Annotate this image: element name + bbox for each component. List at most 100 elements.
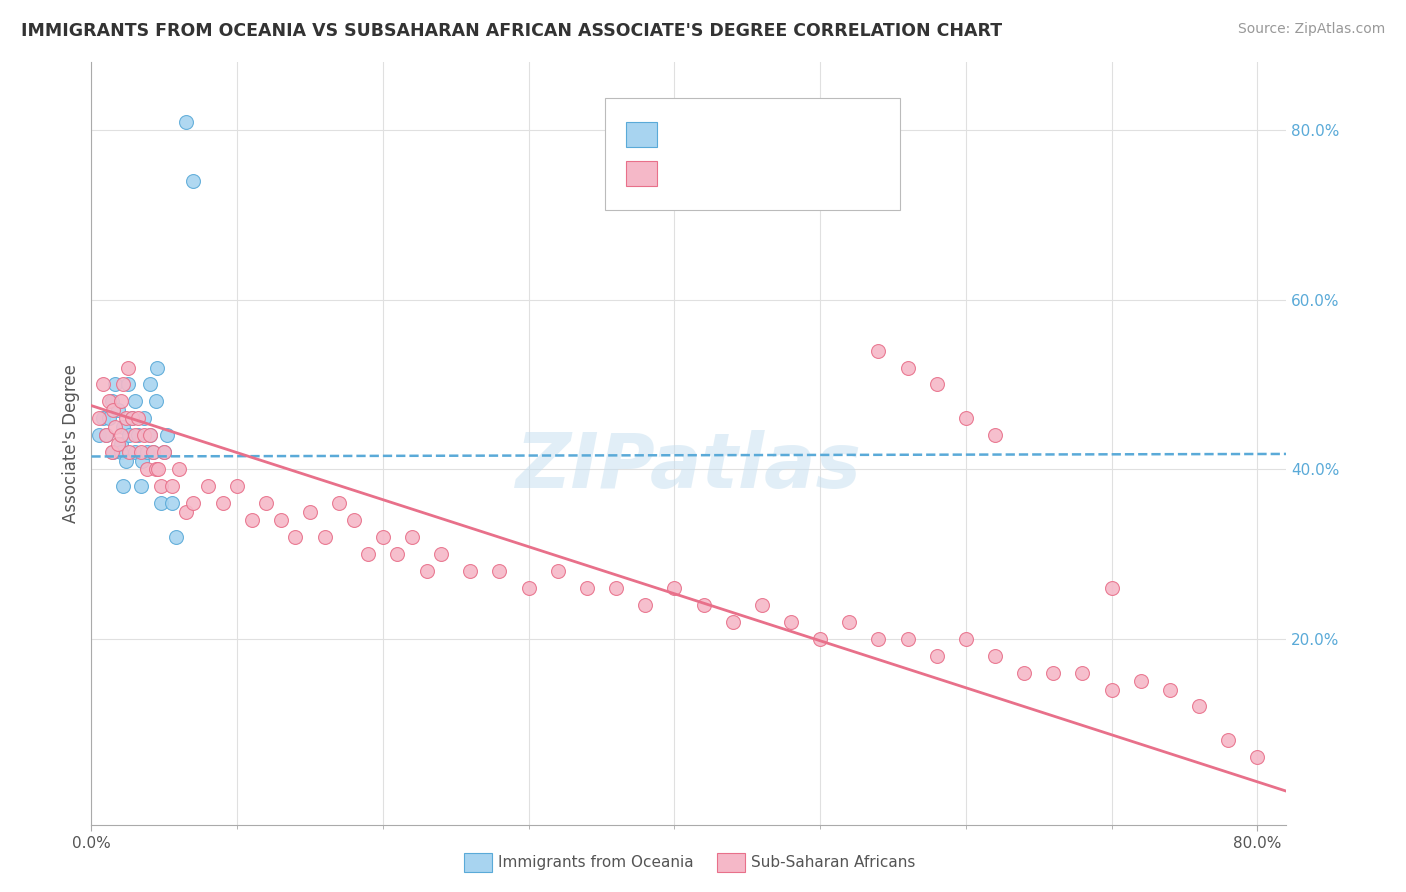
Point	[1042, 665, 1064, 680]
Point	[517, 581, 540, 595]
Point	[97, 394, 120, 409]
Point	[132, 428, 155, 442]
Point	[868, 343, 890, 358]
Point	[460, 564, 482, 578]
Point	[160, 496, 183, 510]
Point	[104, 377, 127, 392]
Point	[751, 598, 773, 612]
Text: Source: ZipAtlas.com: Source: ZipAtlas.com	[1237, 22, 1385, 37]
Point	[127, 428, 149, 442]
Point	[430, 547, 453, 561]
Point	[174, 114, 197, 128]
Point	[1218, 733, 1240, 747]
Point	[132, 411, 155, 425]
Point	[1101, 682, 1123, 697]
Point	[240, 513, 263, 527]
Point	[110, 445, 132, 459]
Point	[124, 394, 146, 409]
Point	[91, 411, 114, 425]
Point	[371, 530, 394, 544]
Point	[142, 445, 165, 459]
Point	[955, 411, 977, 425]
Text: R = -0.617   N = 81: R = -0.617 N = 81	[665, 164, 828, 182]
Point	[150, 479, 173, 493]
Text: ZIPatlas: ZIPatlas	[516, 430, 862, 504]
Point	[129, 445, 152, 459]
Text: Sub-Saharan Africans: Sub-Saharan Africans	[751, 855, 915, 870]
Point	[575, 581, 598, 595]
Point	[197, 479, 219, 493]
Point	[117, 360, 139, 375]
Point	[112, 377, 135, 392]
Point	[138, 428, 160, 442]
Point	[118, 445, 141, 459]
Point	[146, 360, 169, 375]
Point	[955, 632, 977, 646]
Point	[167, 462, 190, 476]
Point	[142, 445, 165, 459]
Point	[1188, 699, 1211, 714]
Point	[153, 445, 176, 459]
Point	[101, 394, 124, 409]
Point	[488, 564, 510, 578]
Point	[150, 496, 173, 510]
Point	[127, 411, 149, 425]
Point	[183, 496, 205, 510]
Y-axis label: Associate's Degree: Associate's Degree	[62, 364, 80, 524]
Point	[270, 513, 292, 527]
Point	[112, 420, 135, 434]
Point	[1129, 674, 1152, 689]
Point	[1246, 750, 1268, 764]
Point	[101, 445, 124, 459]
Point	[343, 513, 366, 527]
Point	[254, 496, 277, 510]
Point	[387, 547, 409, 561]
Point	[121, 411, 143, 425]
Text: R = 0.006   N = 35: R = 0.006 N = 35	[665, 126, 823, 144]
Point	[547, 564, 569, 578]
Point	[118, 428, 141, 442]
Point	[984, 428, 1007, 442]
Point	[121, 411, 143, 425]
Point	[87, 411, 110, 425]
Point	[112, 479, 135, 493]
Point	[115, 411, 138, 425]
Point	[94, 428, 117, 442]
Point	[1012, 665, 1035, 680]
Text: Immigrants from Oceania: Immigrants from Oceania	[498, 855, 693, 870]
Point	[925, 648, 948, 663]
Point	[124, 445, 146, 459]
Point	[211, 496, 233, 510]
Point	[145, 394, 167, 409]
Point	[104, 420, 127, 434]
Point	[97, 411, 120, 425]
Point	[165, 530, 187, 544]
Point	[1101, 581, 1123, 595]
Point	[91, 377, 114, 392]
Point	[298, 505, 321, 519]
Point	[110, 436, 132, 450]
Point	[868, 632, 890, 646]
Point	[780, 615, 803, 629]
Point	[87, 428, 110, 442]
Point	[1159, 682, 1181, 697]
Point	[117, 377, 139, 392]
Point	[415, 564, 437, 578]
Point	[110, 428, 132, 442]
Point	[226, 479, 249, 493]
Point	[107, 436, 129, 450]
Point	[103, 403, 125, 417]
Point	[896, 360, 918, 375]
Point	[692, 598, 714, 612]
Point	[984, 648, 1007, 663]
Point	[156, 428, 179, 442]
Point	[115, 453, 138, 467]
Point	[664, 581, 686, 595]
Point	[153, 445, 176, 459]
Point	[401, 530, 423, 544]
Point	[284, 530, 307, 544]
Point	[103, 445, 125, 459]
Point	[183, 174, 205, 188]
Point	[135, 445, 157, 459]
Point	[808, 632, 831, 646]
